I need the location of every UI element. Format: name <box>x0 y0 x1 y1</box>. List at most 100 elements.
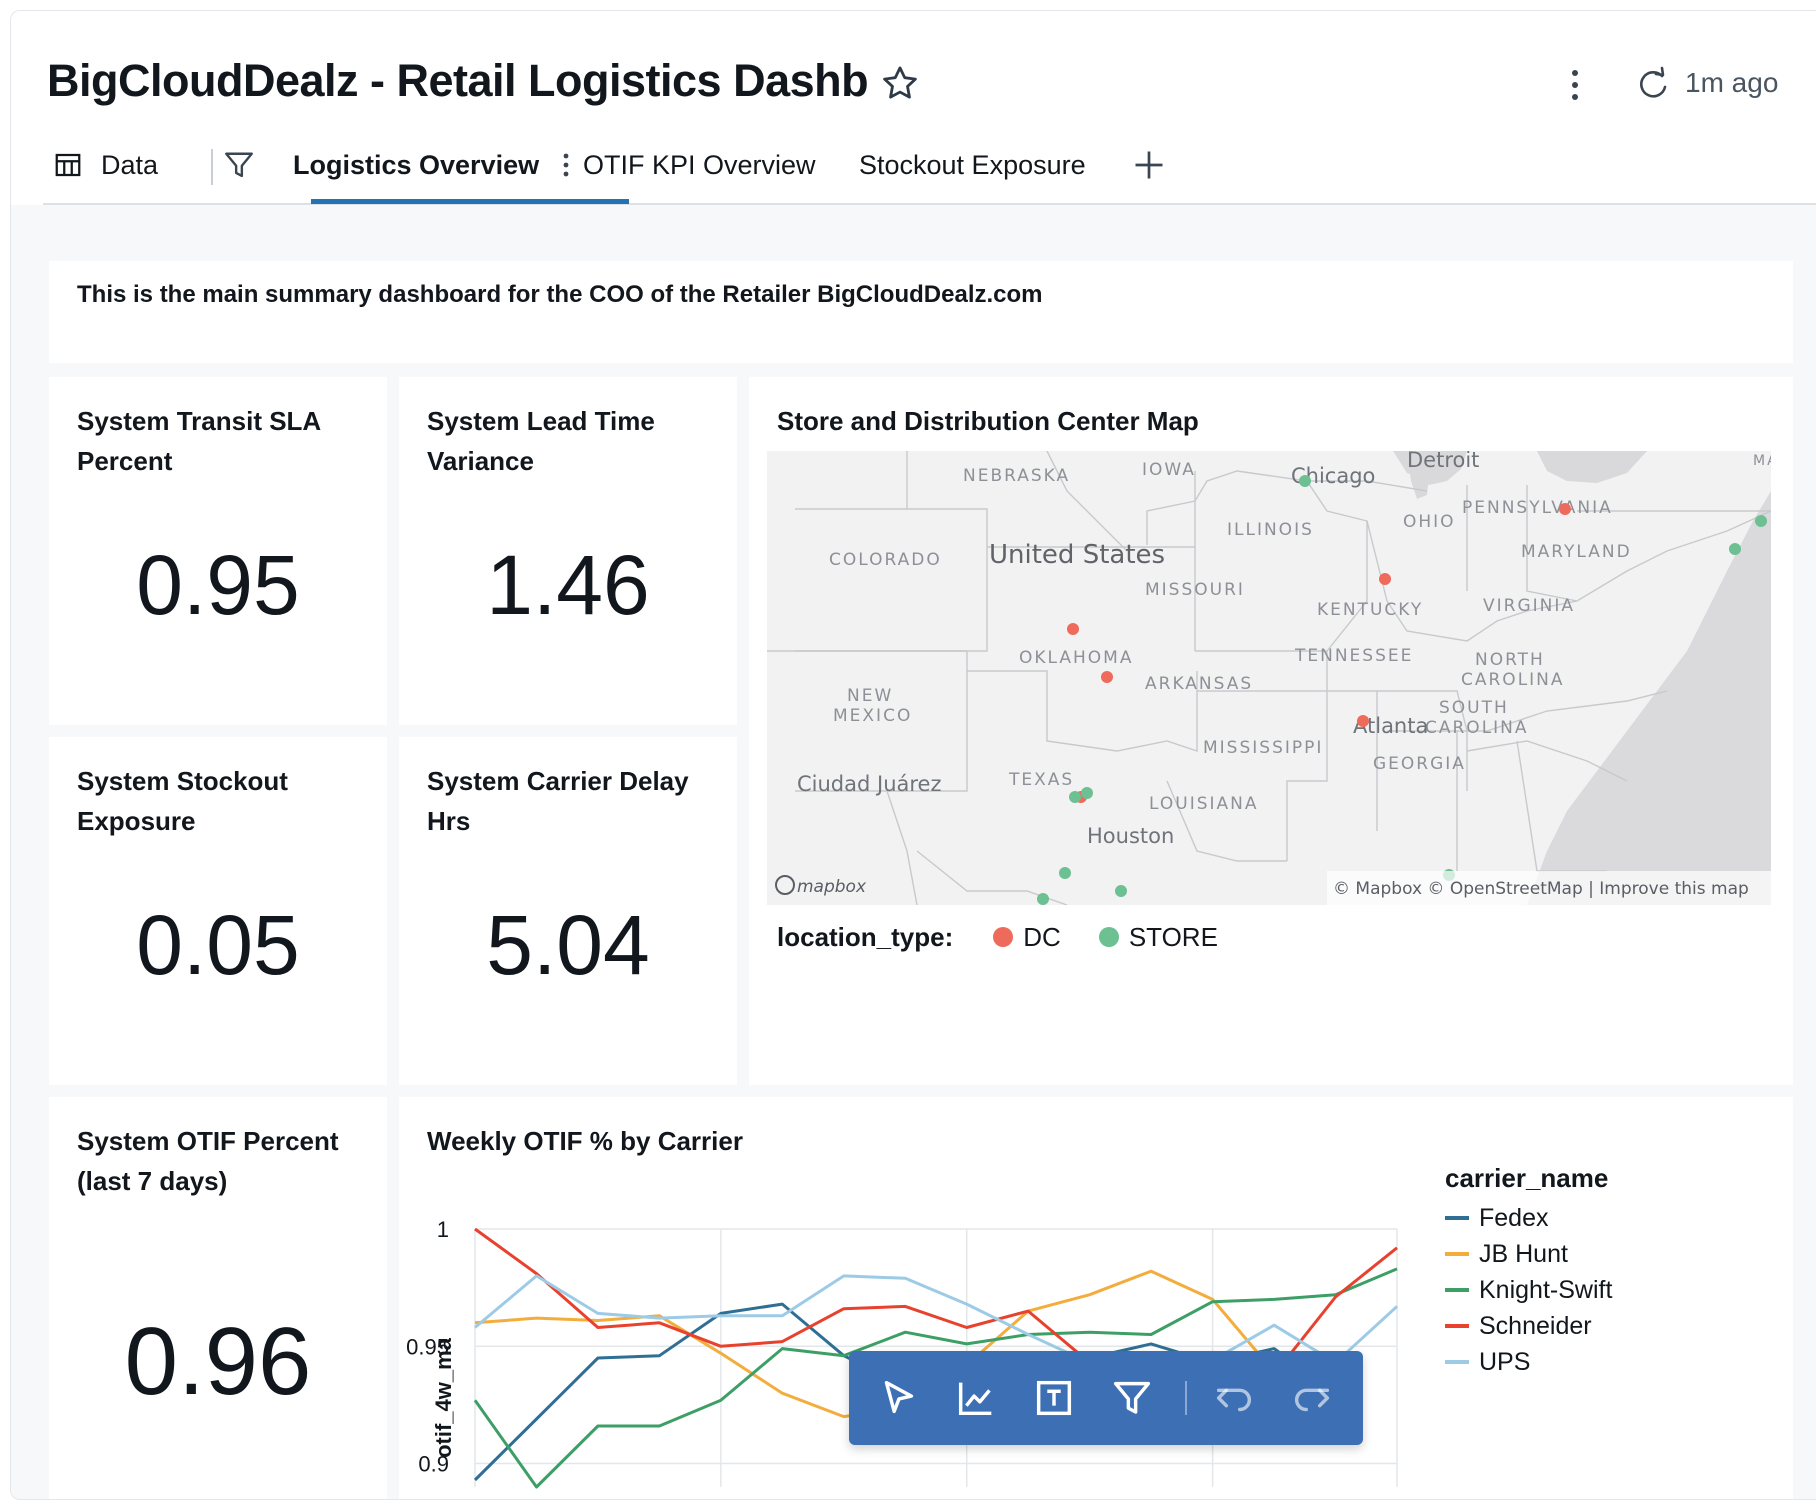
refresh-icon[interactable] <box>1631 65 1675 105</box>
chart-legend-item[interactable]: Fedex <box>1445 1200 1612 1236</box>
map-point-dc[interactable] <box>1101 671 1113 683</box>
map-legend: location_type: DC STORE <box>777 917 1256 957</box>
tab-data[interactable]: Data <box>53 127 158 203</box>
kpi-value: 5.04 <box>486 898 650 992</box>
map-point-dc[interactable] <box>1357 715 1369 727</box>
undo-icon[interactable] <box>1211 1375 1257 1421</box>
filter-icon[interactable] <box>1109 1375 1155 1421</box>
map-point-store[interactable] <box>1059 867 1071 879</box>
chart-y-tick-label: 0.9 <box>418 1452 449 1477</box>
map-label: IOWA <box>1142 460 1196 480</box>
summary-text-card: This is the main summary dashboard for t… <box>49 261 1793 363</box>
chart-legend-label: Knight-Swift <box>1479 1275 1613 1304</box>
dashboard-title[interactable]: BigCloudDealz - Retail Logistics Dashboa… <box>47 55 867 106</box>
dashboard-frame: BigCloudDealz - Retail Logistics Dashboa… <box>10 10 1816 1500</box>
legend-item-store[interactable]: STORE <box>1128 921 1218 952</box>
tab-data-label: Data <box>101 149 159 180</box>
map-point-dc[interactable] <box>1379 573 1391 585</box>
tab-stockout-exposure[interactable]: Stockout Exposure <box>859 127 1086 203</box>
chart-legend: carrier_name Fedex JB Hunt Knight-Swift Sch… <box>1445 1163 1612 1380</box>
map-city-label: Ciudad Juárez <box>797 772 942 796</box>
map-point-store[interactable] <box>1115 885 1127 897</box>
chart-legend-swatch <box>1445 1252 1469 1256</box>
tab-stockout-exposure-label: Stockout Exposure <box>859 149 1086 180</box>
kpi-card-stockout[interactable]: System Stockout Exposure 0.05 <box>49 737 387 1085</box>
chart-legend-swatch <box>1445 1324 1469 1328</box>
otif-chart-card[interactable]: Weekly OTIF % by Carrier 1 0.95 0.9 otif_4w… <box>399 1097 1793 1499</box>
map-label: LOUISIANA <box>1149 794 1258 814</box>
filter-icon[interactable] <box>221 147 257 183</box>
map-label: OKLAHOMA <box>1019 648 1133 668</box>
map-point-store[interactable] <box>1755 515 1767 527</box>
kpi-title: System Carrier Delay Hrs <box>427 766 689 836</box>
kpi-value: 0.96 <box>124 1308 312 1415</box>
kebab-menu-icon[interactable] <box>1563 65 1587 105</box>
chart-series-line-knight-swift[interactable] <box>473 1267 1398 1489</box>
cursor-icon[interactable] <box>875 1375 921 1421</box>
legend-dot-dc <box>993 927 1014 947</box>
tab-logistics-overview-label: Logistics Overview <box>293 149 540 180</box>
chart-title: Weekly OTIF % by Carrier <box>427 1126 743 1156</box>
map-label: MISSOURI <box>1145 580 1245 600</box>
map-point-store[interactable] <box>1081 787 1093 799</box>
map-title: Store and Distribution Center Map <box>777 406 1199 436</box>
kpi-card-transit-sla[interactable]: System Transit SLA Percent 0.95 <box>49 377 387 725</box>
last-refresh-text: 1m ago <box>1685 67 1779 98</box>
chart-legend-item[interactable]: UPS <box>1445 1344 1612 1380</box>
map-point-dc[interactable] <box>1067 623 1079 635</box>
map-label: COLORADO <box>829 550 942 570</box>
legend-item-dc[interactable]: DC <box>1023 921 1061 952</box>
chart-legend-item[interactable]: Schneider <box>1445 1308 1612 1344</box>
map-label: ARKANSAS <box>1145 674 1253 694</box>
chart-legend-swatch <box>1445 1288 1469 1292</box>
kpi-card-carrier-delay[interactable]: System Carrier Delay Hrs 5.04 <box>399 737 737 1085</box>
map-label: TENNESSEE <box>1294 646 1413 666</box>
kpi-value: 0.95 <box>136 538 300 632</box>
dashboard-header: BigCloudDealz - Retail Logistics Dashboa… <box>11 11 1816 205</box>
map-card[interactable]: Store and Distribution Center Map <box>749 377 1793 1085</box>
dashboard-canvas: This is the main summary dashboard for t… <box>11 205 1816 1499</box>
map-label: NEW <box>847 686 893 706</box>
chart-series-line-ups[interactable] <box>474 1274 1399 1372</box>
map-point-store[interactable] <box>1037 893 1049 905</box>
chart-legend-item[interactable]: Knight-Swift <box>1445 1272 1612 1308</box>
redo-icon[interactable] <box>1289 1375 1335 1421</box>
chart-legend-label: Schneider <box>1479 1311 1592 1340</box>
chart-legend-swatch <box>1445 1360 1469 1364</box>
summary-text: This is the main summary dashboard for t… <box>77 281 1043 308</box>
map-label: MARYLAND <box>1521 542 1632 562</box>
kpi-title: System Lead Time Variance <box>427 406 655 476</box>
map-point-store[interactable] <box>1069 791 1081 803</box>
map-label: MA <box>1753 453 1771 469</box>
kpi-value: 0.05 <box>136 898 300 992</box>
tab-otif-kpi-overview[interactable]: OTIF KPI Overview <box>583 127 816 203</box>
kpi-title: System OTIF Percent (last 7 days) <box>77 1126 339 1196</box>
map-canvas[interactable]: NEBRASKA IOWA PENNSYLVANIA OHIO ILLINOIS… <box>767 451 1771 905</box>
map-label: OHIO <box>1403 512 1456 532</box>
mapbox-logo[interactable]: mapbox <box>775 875 867 897</box>
map-point-dc[interactable] <box>1559 503 1571 515</box>
add-tab-icon[interactable] <box>1131 147 1167 183</box>
map-label: NORTH <box>1475 650 1545 670</box>
legend-dot-store <box>1098 927 1119 947</box>
kpi-title: System Stockout Exposure <box>77 766 288 836</box>
tab-otif-kpi-overview-label: OTIF KPI Overview <box>583 149 816 180</box>
chart-legend-label: JB Hunt <box>1479 1239 1568 1268</box>
kpi-card-lead-time[interactable]: System Lead Time Variance 1.46 <box>399 377 737 725</box>
map-country-label: United States <box>989 540 1165 570</box>
tab-kebab-icon[interactable] <box>559 150 573 180</box>
toolbar-divider <box>1185 1381 1187 1415</box>
text-box-icon[interactable] <box>1031 1375 1077 1421</box>
tab-logistics-overview[interactable]: Logistics Overview <box>293 127 573 203</box>
map-point-store[interactable] <box>1729 543 1741 555</box>
store-dc-map[interactable]: NEBRASKA IOWA PENNSYLVANIA OHIO ILLINOIS… <box>767 451 1771 905</box>
chart-legend-item[interactable]: JB Hunt <box>1445 1236 1612 1272</box>
map-point-store[interactable] <box>1299 475 1311 487</box>
star-icon[interactable] <box>879 63 921 105</box>
map-label: NEBRASKA <box>963 466 1070 486</box>
kpi-card-otif[interactable]: System OTIF Percent (last 7 days) 0.96 <box>49 1097 387 1499</box>
map-city-label: Houston <box>1087 824 1174 848</box>
chart-icon[interactable] <box>953 1375 999 1421</box>
map-attribution[interactable]: © Mapbox © OpenStreetMap | Improve this … <box>1333 879 1749 899</box>
map-label: KENTUCKY <box>1317 600 1423 620</box>
